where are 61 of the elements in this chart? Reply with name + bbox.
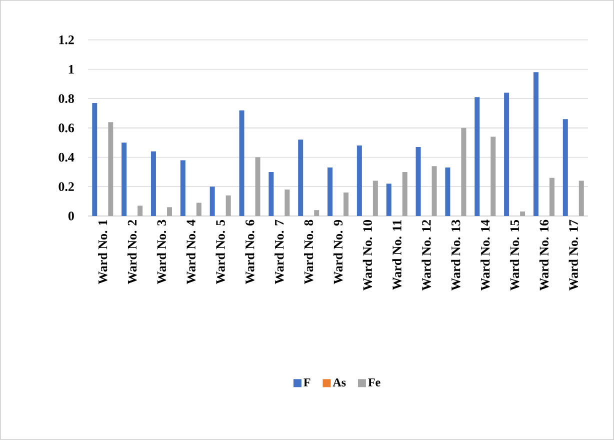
x-tick-label: Ward No. 14 (480, 220, 490, 291)
x-tick-label: Ward No. 17 (568, 220, 578, 291)
bar (402, 172, 408, 216)
bar (578, 180, 584, 216)
bar (268, 172, 274, 216)
bar (314, 210, 320, 216)
bar (386, 184, 392, 216)
bar (196, 202, 202, 216)
x-tick-label: Ward No. 10 (362, 220, 372, 291)
x-tick-label: Ward No. 11 (392, 220, 402, 290)
x-tick-label: Ward No. 5 (216, 220, 225, 284)
bar (284, 190, 290, 216)
bar (239, 110, 244, 216)
x-tick-label: Ward No. 13 (451, 220, 460, 291)
bar (108, 122, 114, 216)
bar (255, 157, 260, 216)
bar (150, 151, 156, 216)
legend-label: Fe (368, 378, 380, 386)
bar (166, 207, 172, 216)
y-tick-label: 1 (68, 65, 74, 74)
bar (298, 140, 304, 216)
bar (445, 168, 450, 216)
bar (122, 142, 127, 216)
bar (520, 212, 526, 216)
x-tick-label: Ward No. 1 (98, 220, 108, 284)
bar (549, 178, 554, 216)
x-tick-label: Ward No. 7 (274, 220, 284, 284)
y-tick-label: 0.2 (58, 182, 74, 192)
legend-label: As (332, 378, 346, 386)
bar (356, 146, 362, 216)
x-tick-label: Ward No. 9 (333, 220, 343, 284)
bar (562, 119, 568, 216)
y-tick-label: 0.6 (58, 124, 74, 132)
bar (372, 180, 378, 216)
bar (138, 206, 143, 216)
bar (328, 168, 333, 216)
bar (474, 97, 480, 216)
x-tick-label: Ward No. 4 (186, 220, 196, 284)
bar (461, 128, 466, 216)
x-tick-label: Ward No. 3 (156, 220, 166, 284)
y-tick-label: 0 (68, 212, 74, 220)
bar (210, 186, 215, 216)
bar (533, 72, 538, 216)
bar (226, 195, 231, 216)
x-tick-label: Ward No. 8 (304, 220, 314, 284)
y-tick-label: 1.2 (59, 36, 74, 44)
x-tick-label: Ward No. 2 (127, 220, 137, 284)
x-tick-label: Ward No. 16 (539, 220, 549, 291)
legend-label: F (304, 378, 310, 386)
x-tick-label: Ward No. 15 (510, 220, 520, 291)
bar (490, 136, 496, 216)
x-tick-label: Ward No. 6 (245, 220, 254, 284)
y-tick-label: 0.4 (58, 152, 74, 162)
bar (504, 92, 510, 216)
bar (432, 166, 437, 216)
x-tick-label: Ward No. 12 (422, 220, 431, 291)
bar (416, 147, 421, 216)
bar (180, 160, 186, 216)
bar (344, 192, 349, 216)
bar (92, 103, 98, 216)
y-tick-label: 0.8 (58, 94, 74, 104)
